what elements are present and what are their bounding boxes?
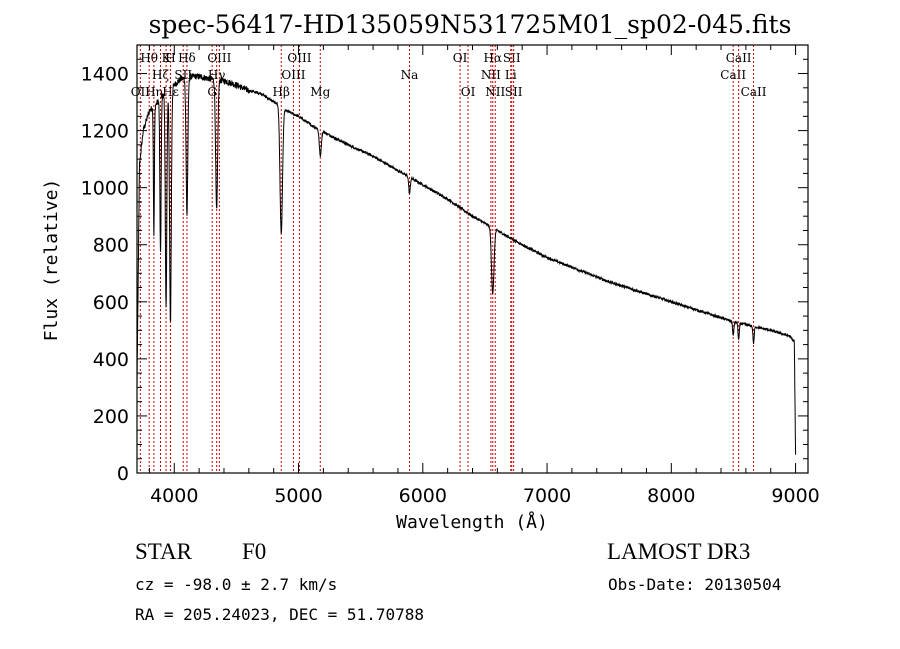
line-marker-label: K [162,51,172,65]
line-marker-label: OI [453,51,468,65]
y-tick-label: 200 [93,406,129,428]
line-marker-label: Hα [483,51,502,65]
line-marker-label: G [207,85,217,99]
object-type: STAR [135,539,192,564]
x-tick-label: 7000 [523,485,571,507]
spectral-subclass: F0 [242,539,267,564]
line-marker-label: SII [503,51,521,65]
line-marker-label: CaII [741,85,767,99]
line-marker-label: CaII [720,68,746,82]
spectrum-layer [136,72,797,455]
x-axis-label: Wavelength (Å) [396,511,548,533]
spectrum-line [136,72,797,455]
coordinates: RA = 205.24023, DEC = 51.70788 [135,605,424,624]
line-marker-label: OI [461,85,476,99]
line-marker-label: Hθ [140,51,158,65]
x-tick-label: 4000 [150,485,198,507]
y-tick-label: 0 [117,463,129,485]
line-marker-label: Mg [310,85,330,99]
line-marker-label: SII [505,85,523,99]
plot-frame [136,44,809,474]
obs-date: Obs-Date: 20130504 [608,575,782,594]
survey-name: LAMOST DR3 [607,539,751,564]
x-tick-label: 9000 [771,485,819,507]
line-marker-label: CaII [726,51,752,65]
y-tick-label: 1400 [81,64,129,86]
y-tick-label: 1200 [81,121,129,143]
line-marker-label: Hβ [273,85,290,99]
redshift-text: cz = -98.0 ± 2.7 km/s [135,575,338,594]
y-tick-label: 600 [93,292,129,314]
y-axis-label: Flux (relative) [41,179,62,342]
line-marker-label: Li [505,68,517,82]
line-marker-label: Hζ [152,68,169,82]
y-tick-label: 1000 [81,178,129,200]
line-marker-label: OIII [281,68,305,82]
line-marker-label: Hδ [178,51,196,65]
x-tick-label: 6000 [399,485,447,507]
line-marker-label: H [165,51,175,65]
chart-title: spec-56417-HD135059N531725M01_sp02-045.f… [149,10,792,39]
line-marker-label: Na [401,68,419,82]
line-marker-label: OIII [287,51,311,65]
line-marker-label: NII [485,85,505,99]
y-axis: 0 200 400 600 800 1000 1200 1400 [81,58,808,485]
line-marker-label: Hε [162,85,179,99]
line-marker-label: Hη [145,85,163,99]
x-axis: 4000 5000 6000 7000 8000 9000 [148,45,820,507]
line-marker-label: OIII [207,51,231,65]
x-tick-label: 8000 [647,485,695,507]
line-marker-group: OIIHθHηHζKHεHSIIHδGHγOIIIHβOIIIOIIIMgNaO… [131,45,767,473]
line-marker-label: NII [481,68,501,82]
y-tick-label: 400 [93,349,129,371]
y-tick-label: 800 [93,235,129,257]
line-marker-label: OII [131,85,151,99]
x-tick-label: 5000 [274,485,322,507]
